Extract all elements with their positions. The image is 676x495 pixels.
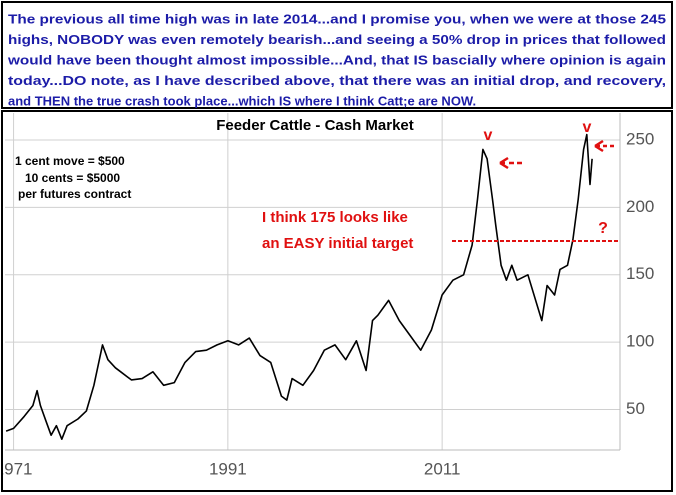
y-tick-label: 250 — [626, 129, 654, 148]
target-text: an EASY initial target — [262, 235, 413, 252]
y-tick-label: 100 — [626, 332, 654, 351]
x-tick-label: 2011 — [424, 459, 461, 478]
arrow — [594, 139, 614, 153]
peak-mark: v — [484, 127, 493, 144]
question-mark: ? — [598, 220, 608, 237]
chart-title: Feeder Cattle - Cash Market — [216, 117, 414, 134]
note-line: highs, NOBODY was even remotely bearish.… — [8, 32, 666, 47]
peak-mark: v — [583, 119, 592, 136]
price-line — [5, 133, 593, 440]
info-text: per futures contract — [18, 187, 131, 201]
x-tick-label: 1971 — [0, 459, 32, 478]
target-text: I think 175 looks like — [262, 209, 408, 226]
note-line: would have been thought almost impossibl… — [7, 52, 666, 67]
arrow — [499, 156, 522, 170]
y-tick-label: 50 — [626, 399, 645, 418]
note-box — [1, 1, 673, 109]
x-tick-label: 1991 — [209, 459, 247, 478]
note-line: and THEN the true crash took place...whi… — [8, 93, 476, 108]
info-text: 1 cent move = $500 — [15, 154, 125, 168]
note-line: The previous all time high was in late 2… — [8, 11, 666, 26]
note-line: today...DO note, as I have described abo… — [8, 73, 666, 88]
info-text: 10 cents = $5000 — [25, 171, 120, 185]
chart-box — [1, 110, 673, 492]
y-tick-label: 150 — [626, 264, 654, 283]
y-tick-label: 200 — [626, 197, 654, 216]
